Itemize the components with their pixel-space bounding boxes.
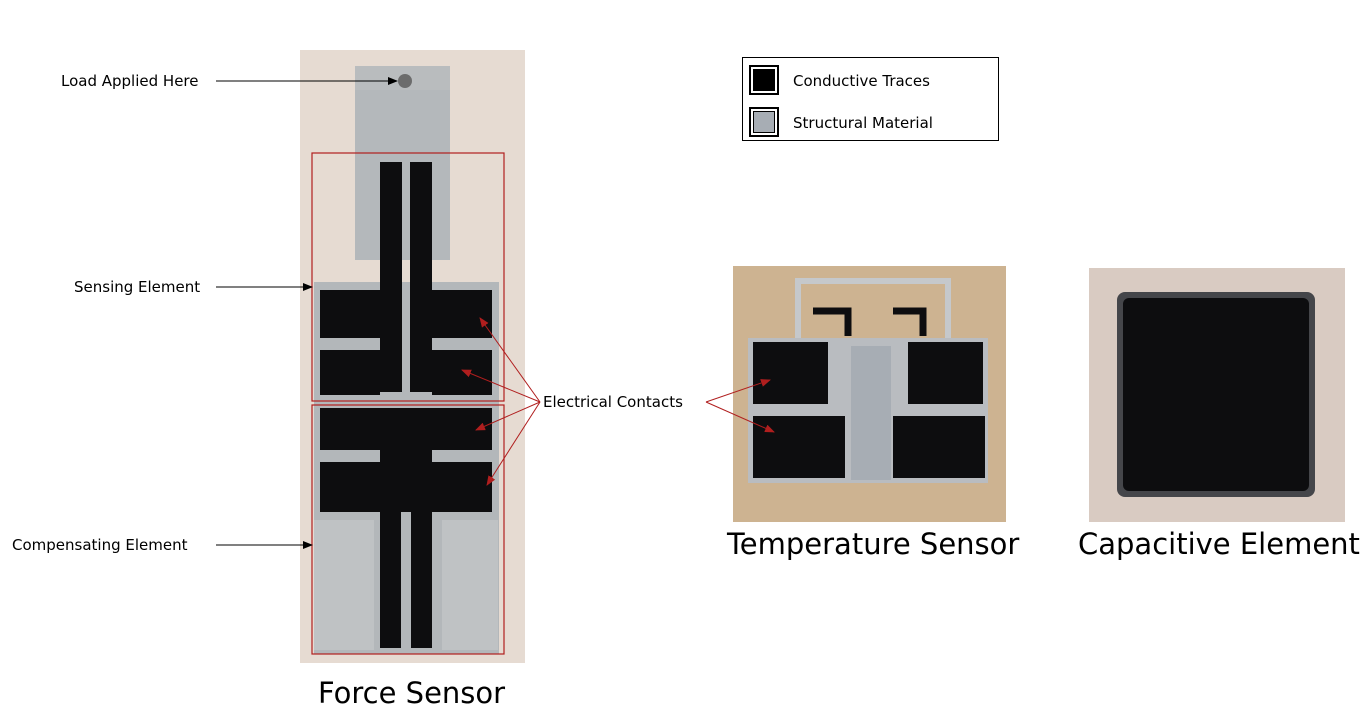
force-sensor-photo bbox=[300, 50, 525, 663]
force-sensor-drawing bbox=[314, 66, 499, 654]
temperature-sensor-drawing bbox=[748, 278, 988, 483]
contact-bottom-right bbox=[893, 416, 985, 478]
label-compensating-element: Compensating Element bbox=[12, 536, 188, 554]
label-load-applied: Load Applied Here bbox=[61, 72, 199, 90]
capacitive-element-drawing bbox=[1117, 292, 1315, 497]
contact-mid-right bbox=[432, 350, 492, 395]
caption-temperature-sensor: Temperature Sensor bbox=[727, 527, 1020, 561]
trace-gap bbox=[401, 512, 411, 650]
trace-loop bbox=[813, 307, 927, 336]
contact-bottom-left bbox=[753, 416, 845, 478]
load-point bbox=[398, 74, 412, 88]
upper-neck bbox=[355, 90, 450, 260]
label-sensing-element: Sensing Element bbox=[74, 278, 201, 296]
legend-swatch-conductive bbox=[749, 65, 779, 95]
center-strip bbox=[851, 346, 891, 480]
legend-label-structural: Structural Material bbox=[793, 114, 933, 132]
capacitive-element-photo bbox=[1089, 268, 1345, 522]
contact-top-left bbox=[753, 342, 828, 404]
contact-top-right bbox=[908, 342, 983, 404]
caption-capacitive-element: Capacitive Element bbox=[1078, 527, 1360, 561]
caption-force-sensor: Force Sensor bbox=[318, 676, 506, 710]
pad-right bbox=[442, 520, 498, 650]
legend-box: Conductive Traces Structural Material bbox=[742, 57, 999, 141]
legend-swatch-structural bbox=[749, 107, 779, 137]
temperature-sensor-photo bbox=[733, 266, 1006, 522]
contact-top-left bbox=[320, 290, 380, 338]
trace-right bbox=[410, 162, 432, 392]
contact-mid-left bbox=[320, 350, 380, 395]
capacitor-plate bbox=[1123, 298, 1309, 491]
contact-top-right bbox=[432, 290, 492, 338]
pad-left bbox=[314, 520, 374, 650]
label-electrical-contacts: Electrical Contacts bbox=[543, 393, 683, 411]
trace-left bbox=[380, 162, 402, 392]
legend-label-conductive: Conductive Traces bbox=[793, 72, 930, 90]
